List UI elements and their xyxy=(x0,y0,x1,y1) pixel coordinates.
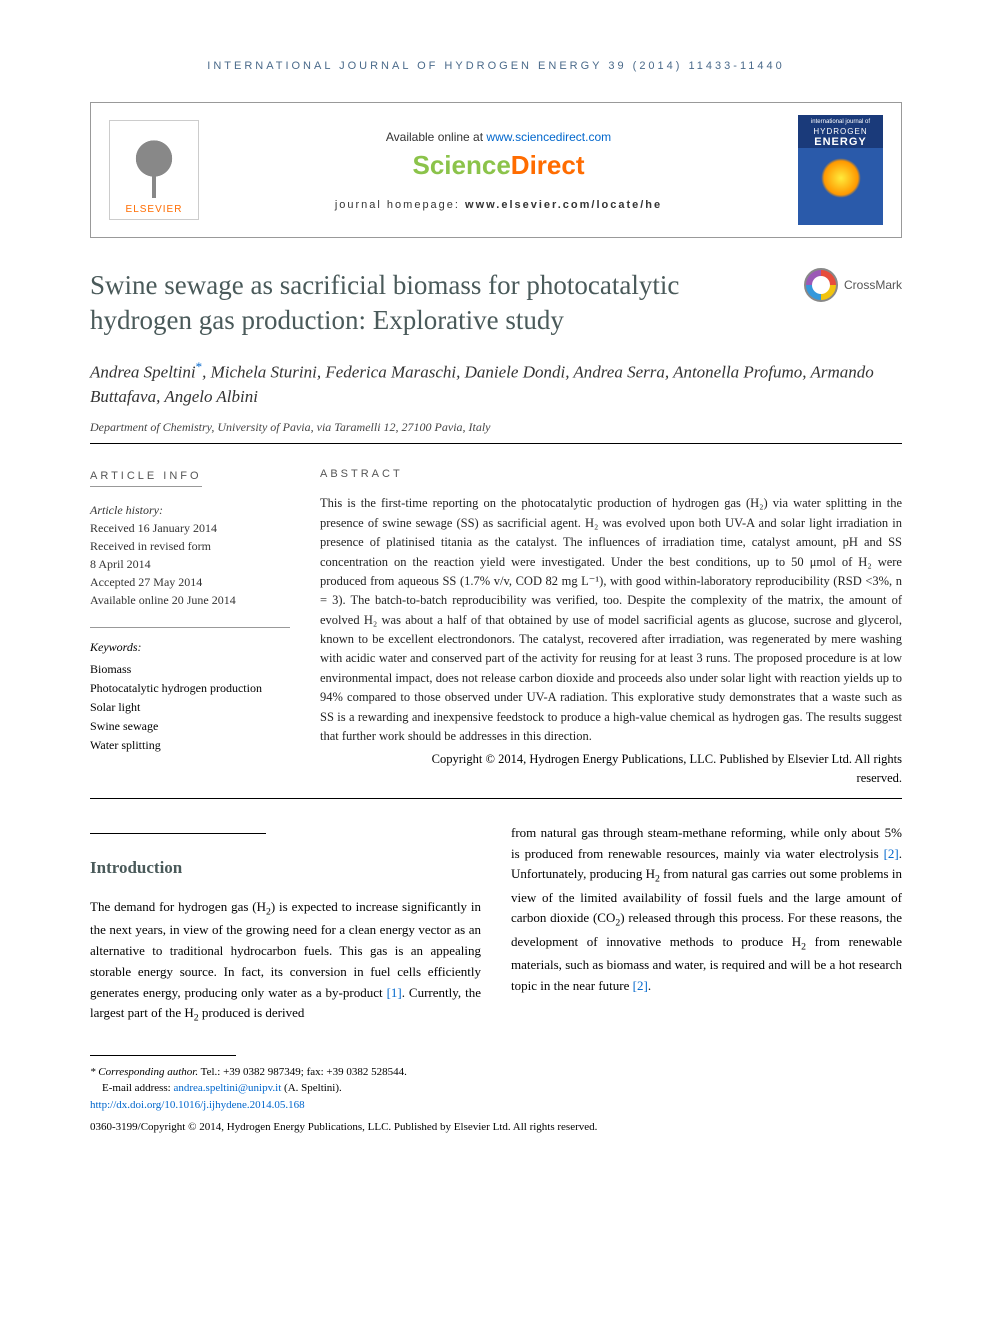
journal-header: INTERNATIONAL JOURNAL OF HYDROGEN ENERGY… xyxy=(90,60,902,72)
ref-link-1[interactable]: [1] xyxy=(387,985,402,1000)
header-center: Available online at www.sciencedirect.co… xyxy=(199,130,798,211)
t: produced is derived xyxy=(199,1005,305,1020)
divider-1 xyxy=(90,443,902,444)
body-col-right: from natural gas through steam-methane r… xyxy=(511,823,902,1027)
keywords-block: Keywords: Biomass Photocatalytic hydroge… xyxy=(90,638,290,755)
ref-link-2b[interactable]: [2] xyxy=(633,978,648,993)
keyword-4: Swine sewage xyxy=(90,717,290,736)
homepage-link[interactable]: www.elsevier.com/locate/he xyxy=(465,199,662,211)
crossmark-icon xyxy=(804,268,838,302)
email-line: E-mail address: andrea.speltini@unipv.it… xyxy=(90,1080,902,1097)
crossmark-label: CrossMark xyxy=(844,278,902,292)
keywords-label: Keywords: xyxy=(90,638,290,657)
copyright-line2: reserved. xyxy=(857,771,902,785)
ref-link-2a[interactable]: [2] xyxy=(884,846,899,861)
keyword-3: Solar light xyxy=(90,698,290,717)
body-columns: Introduction The demand for hydrogen gas… xyxy=(90,823,902,1027)
title-row: Swine sewage as sacrificial biomass for … xyxy=(90,268,902,338)
abstract-copyright: Copyright © 2014, Hydrogen Energy Public… xyxy=(320,750,902,788)
sep: , xyxy=(665,363,673,382)
elsevier-tree-icon xyxy=(124,134,184,204)
issn-line: 0360-3199/Copyright © 2014, Hydrogen Ene… xyxy=(90,1119,902,1136)
revised-line1: Received in revised form xyxy=(90,537,290,555)
sd-science-text: Science xyxy=(413,150,511,180)
abstract-head: ABSTRACT xyxy=(320,468,902,480)
accepted-date: Accepted 27 May 2014 xyxy=(90,573,290,591)
sciencedirect-logo[interactable]: ScienceDirect xyxy=(199,150,798,181)
email-label: E-mail address: xyxy=(102,1082,173,1094)
online-date: Available online 20 June 2014 xyxy=(90,591,290,609)
copyright-line1: Copyright © 2014, Hydrogen Energy Public… xyxy=(432,752,902,766)
available-prefix: Available online at xyxy=(386,130,487,144)
info-divider xyxy=(90,627,290,628)
author-3: Federica Maraschi xyxy=(325,363,456,382)
sep: , xyxy=(202,363,211,382)
homepage-line: journal homepage: www.elsevier.com/locat… xyxy=(199,199,798,211)
history-label: Article history: xyxy=(90,501,290,519)
article-title: Swine sewage as sacrificial biomass for … xyxy=(90,268,784,338)
cover-line3: ENERGY xyxy=(814,136,866,148)
header-box: ELSEVIER Available online at www.science… xyxy=(90,102,902,238)
email-suffix: (A. Speltini). xyxy=(281,1082,342,1094)
cover-line1: international journal of xyxy=(811,119,870,125)
crossmark-badge[interactable]: CrossMark xyxy=(804,268,902,302)
affiliation: Department of Chemistry, University of P… xyxy=(90,420,902,435)
author-6: Antonella Profumo xyxy=(673,363,802,382)
revised-line2: 8 April 2014 xyxy=(90,555,290,573)
sciencedirect-link[interactable]: www.sciencedirect.com xyxy=(486,130,611,144)
t: The demand for hydrogen gas (H xyxy=(90,899,266,914)
author-8: Angelo Albini xyxy=(164,387,258,406)
article-info-column: ARTICLE INFO Article history: Received 1… xyxy=(90,468,290,787)
intro-para-left: The demand for hydrogen gas (H2) is expe… xyxy=(90,897,481,1027)
introduction-head: Introduction xyxy=(90,854,481,881)
cover-sun-icon xyxy=(821,158,861,198)
corr-tel: Tel.: +39 0382 987349; fax: +39 0382 528… xyxy=(198,1066,407,1078)
divider-2 xyxy=(90,798,902,799)
corr-label: * Corresponding author. xyxy=(90,1066,198,1078)
article-history: Article history: Received 16 January 201… xyxy=(90,501,290,609)
author-4: Daniele Dondi xyxy=(465,363,566,382)
received-date: Received 16 January 2014 xyxy=(90,519,290,537)
article-info-head: ARTICLE INFO xyxy=(90,470,202,487)
intro-divider xyxy=(90,833,266,834)
elsevier-label: ELSEVIER xyxy=(126,204,183,215)
author-2: Michela Sturini xyxy=(211,363,317,382)
elsevier-logo[interactable]: ELSEVIER xyxy=(109,120,199,220)
sep: , xyxy=(456,363,465,382)
author-5: Andrea Serra xyxy=(573,363,664,382)
footnote-rule xyxy=(90,1055,236,1056)
t: . xyxy=(648,978,651,993)
cover-line2: HYDROGEN xyxy=(813,127,867,136)
author-1: Andrea Speltini xyxy=(90,363,196,382)
t: from natural gas through steam-methane r… xyxy=(511,825,902,861)
body-col-left: Introduction The demand for hydrogen gas… xyxy=(90,823,481,1027)
keyword-2: Photocatalytic hydrogen production xyxy=(90,679,290,698)
email-link[interactable]: andrea.speltini@unipv.it xyxy=(173,1082,281,1094)
sd-direct-text: Direct xyxy=(511,150,585,180)
keyword-1: Biomass xyxy=(90,660,290,679)
footnotes: * Corresponding author. Tel.: +39 0382 9… xyxy=(90,1064,902,1136)
journal-cover[interactable]: international journal of HYDROGEN ENERGY xyxy=(798,115,883,225)
available-online: Available online at www.sciencedirect.co… xyxy=(199,130,798,144)
corresponding-author-line: * Corresponding author. Tel.: +39 0382 9… xyxy=(90,1064,902,1081)
intro-para-right: from natural gas through steam-methane r… xyxy=(511,823,902,997)
info-abstract-row: ARTICLE INFO Article history: Received 1… xyxy=(90,468,902,787)
doi-link[interactable]: http://dx.doi.org/10.1016/j.ijhydene.201… xyxy=(90,1099,305,1111)
abstract-column: ABSTRACT This is the first-time reportin… xyxy=(320,468,902,787)
authors: Andrea Speltini*, Michela Sturini, Feder… xyxy=(90,358,902,408)
abstract-text: This is the first-time reporting on the … xyxy=(320,494,902,746)
homepage-prefix: journal homepage: xyxy=(335,199,465,211)
keyword-5: Water splitting xyxy=(90,736,290,755)
